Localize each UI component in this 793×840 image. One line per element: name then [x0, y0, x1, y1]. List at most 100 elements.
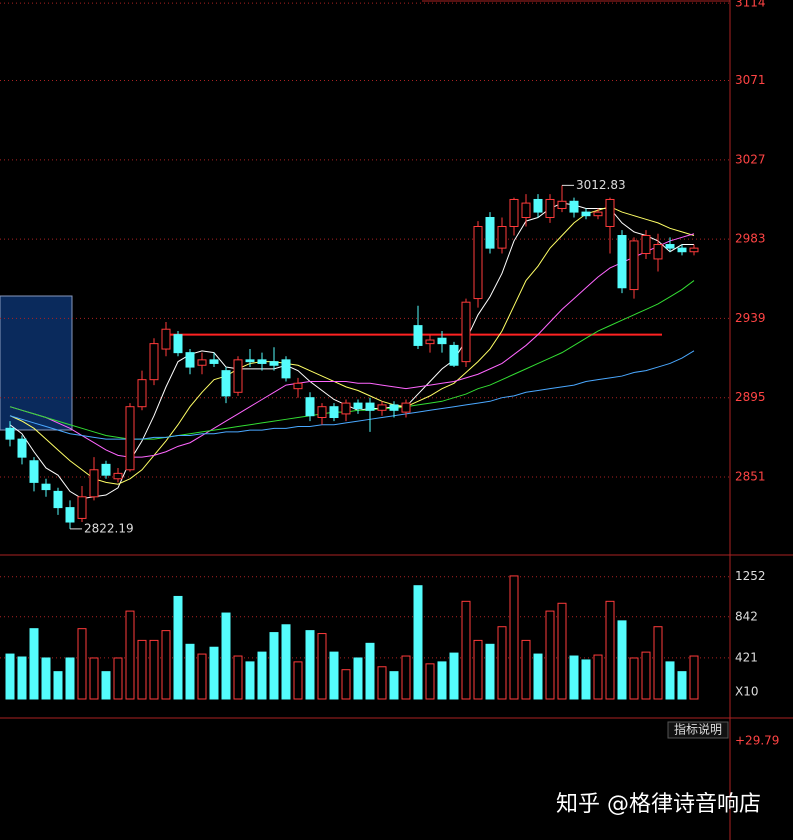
- indicator-button[interactable]: [667, 721, 729, 739]
- candle-body: [569, 200, 579, 213]
- volume-bar: [293, 661, 303, 700]
- volume-bar: [497, 626, 507, 700]
- candle-body: [77, 496, 87, 519]
- volume-tick-label: 421: [735, 650, 758, 664]
- candle-body: [617, 235, 627, 289]
- candle-body: [29, 460, 39, 483]
- volume-bar: [389, 671, 399, 700]
- volume-bar: [317, 633, 327, 700]
- candle-body: [185, 352, 195, 368]
- candle-body: [161, 328, 171, 350]
- candle-body: [641, 235, 651, 255]
- candle-body: [5, 427, 15, 440]
- volume-bar: [509, 575, 519, 700]
- candle-body: [293, 382, 303, 390]
- y-tick-label: 3114: [735, 0, 766, 10]
- candle-body: [209, 359, 219, 364]
- volume-bar: [29, 628, 39, 700]
- candle-body: [629, 240, 639, 291]
- volume-bar: [533, 653, 543, 700]
- volume-bar: [245, 661, 255, 700]
- candle-body: [473, 226, 483, 300]
- volume-bar: [665, 661, 675, 700]
- candle-body: [197, 359, 207, 366]
- volume-bar: [461, 600, 471, 700]
- volume-bar: [485, 643, 495, 700]
- candle-body: [17, 438, 27, 458]
- volume-bar: [209, 646, 219, 700]
- volume-bar: [605, 600, 615, 700]
- candle-body: [509, 198, 519, 228]
- candle-body: [377, 404, 387, 411]
- moving-average: [9, 350, 695, 440]
- volume-bar: [689, 655, 699, 700]
- volume-bar: [89, 657, 99, 700]
- candle-body: [41, 483, 51, 491]
- volume-bar: [377, 666, 387, 700]
- volume-bar: [221, 612, 231, 700]
- candle-body: [149, 343, 159, 381]
- volume-bar: [617, 620, 627, 700]
- volume-bar: [41, 657, 51, 700]
- volume-bar: [113, 657, 123, 700]
- candle-body: [497, 226, 507, 249]
- candle-body: [245, 359, 255, 363]
- selection-box: [0, 295, 73, 431]
- volume-bar: [641, 651, 651, 700]
- indicator-value: +29.79: [735, 734, 779, 748]
- candle-body: [233, 359, 243, 393]
- candle-body: [65, 507, 75, 523]
- y-tick-label: 2851: [735, 469, 766, 483]
- candle-body: [173, 334, 183, 354]
- watermark: 知乎 @格律诗音响店: [556, 792, 761, 817]
- volume-bar: [53, 671, 63, 700]
- volume-bar: [593, 654, 603, 700]
- volume-bar: [653, 626, 663, 700]
- volume-bar: [269, 632, 279, 700]
- candle-body: [137, 379, 147, 408]
- volume-bar: [329, 651, 339, 700]
- volume-bar: [473, 639, 483, 700]
- candle-body: [665, 244, 675, 249]
- volume-bar: [161, 630, 171, 700]
- volume-bar: [125, 610, 135, 700]
- y-tick-label: 3071: [735, 73, 766, 87]
- volume-bar: [365, 642, 375, 700]
- volume-bar: [149, 639, 159, 700]
- candle-body: [221, 370, 231, 397]
- volume-bar: [341, 669, 351, 700]
- volume-bar: [521, 639, 531, 700]
- candle-body: [485, 216, 495, 249]
- volume-bar: [233, 655, 243, 700]
- candle-body: [113, 472, 123, 480]
- candle-body: [305, 397, 315, 417]
- candle-body: [449, 344, 459, 366]
- volume-bar: [101, 671, 111, 700]
- candle-body: [581, 211, 591, 217]
- volume-tick-label: 1252: [735, 569, 766, 583]
- candle-body: [53, 490, 63, 509]
- volume-bar: [677, 671, 687, 700]
- volume-bar: [77, 628, 87, 700]
- candle-body: [329, 406, 339, 419]
- indicator-button-label[interactable]: 指标说明: [674, 722, 722, 737]
- volume-bar: [305, 630, 315, 700]
- candle-body: [341, 402, 351, 415]
- volume-bar: [569, 655, 579, 700]
- candle-body: [401, 402, 411, 413]
- volume-bar: [425, 663, 435, 700]
- y-tick-label: 2983: [735, 232, 766, 246]
- candle-body: [545, 198, 555, 218]
- candle-body: [689, 247, 699, 253]
- volume-bar: [557, 602, 567, 700]
- candle-body: [269, 361, 279, 366]
- y-tick-label: 2939: [735, 311, 766, 325]
- candle-body: [605, 198, 615, 228]
- volume-bar: [257, 651, 267, 700]
- candle-body: [353, 402, 363, 410]
- volume-bar: [17, 656, 27, 700]
- candle-body: [257, 359, 267, 364]
- volume-bar: [353, 657, 363, 700]
- volume-bar: [173, 595, 183, 700]
